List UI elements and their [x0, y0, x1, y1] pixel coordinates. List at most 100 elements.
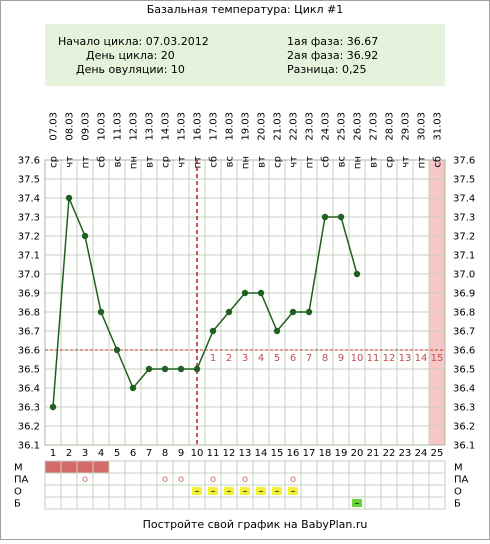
x-tick-label: 18	[319, 448, 332, 459]
date-label: 18.03	[225, 112, 236, 141]
info-box	[45, 24, 445, 86]
weekday-label: чт	[289, 156, 300, 168]
info-line: 2ая фаза: 36.92	[287, 49, 378, 62]
phase-day-label: 6	[290, 353, 296, 364]
date-label: 16.03	[193, 112, 204, 141]
data-point	[161, 365, 169, 373]
date-label: 24.03	[321, 112, 332, 141]
y-tick-label: 36.7	[18, 327, 40, 338]
weekday-label: вс	[225, 156, 236, 167]
data-point	[289, 308, 297, 316]
date-label: 29.03	[401, 112, 412, 141]
info-label: 1ая фаза:	[287, 35, 343, 48]
x-tick-label: 10	[191, 448, 204, 459]
weekday-label: сб	[433, 156, 444, 168]
x-tick-label: 2	[66, 448, 72, 459]
data-point	[65, 194, 73, 202]
x-tick-label: 4	[98, 448, 104, 459]
y-tick-label: 36.1	[18, 441, 40, 452]
info-label: 2ая фаза:	[287, 49, 343, 62]
weekday-label: сб	[321, 156, 332, 168]
date-label: 26.03	[353, 112, 364, 141]
weekday-label: пн	[129, 156, 140, 169]
row-cell	[93, 461, 109, 473]
x-tick-label: 6	[130, 448, 136, 459]
row-label: М	[14, 463, 23, 474]
data-point	[273, 327, 281, 335]
row-symbol: –	[243, 486, 248, 497]
data-point	[257, 289, 265, 297]
data-point	[81, 232, 89, 240]
data-point	[209, 327, 217, 335]
info-line: 1ая фаза: 36.67	[287, 35, 378, 48]
date-label: 12.03	[129, 112, 140, 141]
y-tick-label: 36.9	[18, 289, 40, 300]
x-tick-label: 25	[431, 448, 444, 459]
row-cell	[192, 487, 202, 495]
y2-tick-label: 36.6	[453, 346, 475, 357]
x-tick-label: 17	[303, 448, 316, 459]
phase-day-label: 1	[210, 353, 216, 364]
weekday-label: чт	[177, 156, 188, 168]
info-label: День овуляции:	[76, 63, 167, 76]
row-cell	[77, 461, 93, 473]
phase-day-label: 3	[242, 353, 248, 364]
weekday-label: пт	[417, 156, 428, 169]
data-point	[305, 308, 313, 316]
phase-day-label: 12	[383, 353, 396, 364]
date-label: 28.03	[385, 112, 396, 141]
data-point	[97, 308, 105, 316]
weekday-label: вс	[113, 156, 124, 167]
weekday-label: сб	[209, 156, 220, 168]
row-label: Б	[14, 499, 21, 510]
phase-day-label: 4	[258, 353, 264, 364]
info-value: 07.03.2012	[146, 35, 209, 48]
x-tick-label: 15	[271, 448, 284, 459]
y2-tick-label: 37.0	[453, 270, 475, 281]
y-tick-label: 36.8	[18, 308, 40, 319]
y-tick-label: 36.6	[18, 346, 40, 357]
y-tick-label: 36.3	[18, 403, 40, 414]
row-symbol: –	[275, 486, 280, 497]
x-tick-label: 9	[178, 448, 184, 459]
date-label: 25.03	[337, 112, 348, 141]
info-value: 0,25	[342, 63, 367, 76]
x-tick-label: 1	[50, 448, 56, 459]
y2-tick-label: 37.2	[453, 232, 475, 243]
date-label: 31.03	[433, 112, 444, 141]
phase-day-label: 9	[338, 353, 344, 364]
data-point	[321, 213, 329, 221]
x-tick-label: 5	[114, 448, 120, 459]
y2-tick-label: 37.5	[453, 175, 475, 186]
info-line: День овуляции: 10	[76, 63, 185, 76]
row-symbol: –	[291, 486, 296, 497]
weekday-label: вт	[257, 156, 268, 168]
y-tick-label: 37.3	[18, 213, 40, 224]
weekday-label: ср	[49, 156, 60, 168]
weekday-label: ср	[385, 156, 396, 168]
y2-tick-label: 37.3	[453, 213, 475, 224]
phase-day-label: 2	[226, 353, 232, 364]
y2-tick-label: 36.9	[453, 289, 475, 300]
weekday-label: ср	[273, 156, 284, 168]
footer: Постройте свой график на BabyPlan.ru	[143, 518, 368, 531]
y-tick-label: 37.5	[18, 175, 40, 186]
weekday-label: пн	[241, 156, 252, 169]
y2-tick-label: 36.3	[453, 403, 475, 414]
row-cell	[352, 499, 362, 507]
info-value: 36.67	[347, 35, 379, 48]
row-symbol: –	[355, 498, 360, 509]
info-line: Разница: 0,25	[287, 63, 367, 76]
y2-tick-label: 37.1	[453, 251, 475, 262]
row-label-right: ПА	[454, 475, 469, 486]
weekday-label: вт	[369, 156, 380, 168]
row-label: ПА	[14, 475, 29, 486]
date-label: 09.03	[81, 112, 92, 141]
row-cell	[208, 487, 218, 495]
row-symbol: o	[178, 474, 184, 485]
weekday-label: чт	[401, 156, 412, 168]
date-label: 27.03	[369, 112, 380, 141]
row-symbol: o	[82, 474, 88, 485]
data-point	[225, 308, 233, 316]
